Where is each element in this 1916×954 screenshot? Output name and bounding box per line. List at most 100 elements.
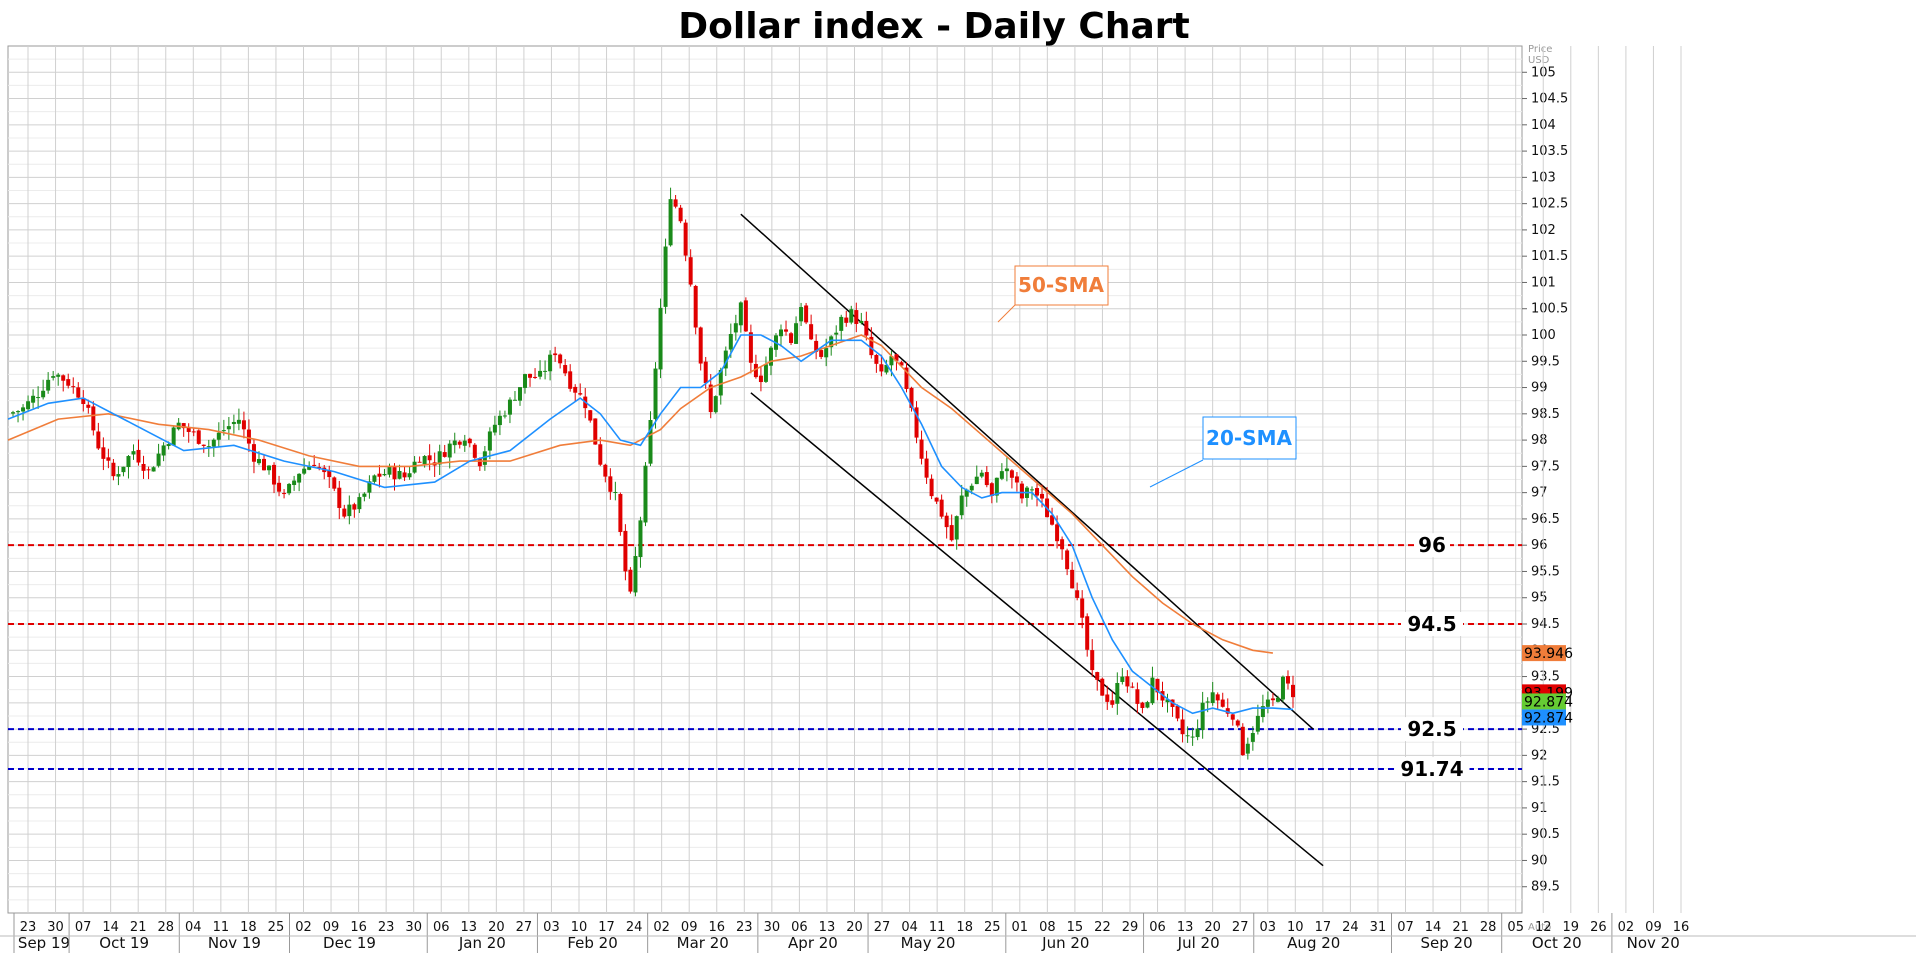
candle-body	[146, 469, 151, 471]
candle-body	[1235, 720, 1240, 726]
candle-body	[1275, 697, 1280, 702]
x-tick-label: 07	[1397, 920, 1414, 935]
x-tick-label: 15	[1067, 920, 1084, 935]
candle-body	[949, 525, 954, 541]
candle-body	[437, 451, 442, 465]
candle-body	[116, 474, 121, 477]
candle-body	[924, 458, 929, 478]
candle-body	[457, 441, 462, 445]
candle-body	[999, 471, 1004, 479]
candle-body	[307, 465, 312, 470]
level-label-bg	[1401, 612, 1463, 636]
x-tick-label: 03	[1259, 920, 1276, 935]
candle-body	[1200, 702, 1205, 730]
candle-body	[753, 363, 758, 378]
candle-body	[1135, 689, 1140, 704]
x-tick-label: 29	[1122, 920, 1139, 935]
sma50-callout-label: 50-SMA	[1018, 273, 1104, 297]
x-tick-label: 18	[956, 920, 973, 935]
candle-body	[969, 485, 974, 491]
candle-body	[723, 350, 728, 369]
candle-body	[1080, 598, 1085, 618]
candle-body	[1050, 515, 1055, 525]
candle-body	[111, 462, 116, 477]
candle-body	[462, 440, 467, 446]
x-tick-label: 18	[240, 920, 257, 935]
candle-body	[558, 354, 563, 364]
x-tick-label: 30	[764, 920, 781, 935]
candle-body	[894, 354, 899, 361]
x-tick-label: 06	[433, 920, 450, 935]
candle-body	[573, 386, 578, 393]
x-month-label: Oct 19	[99, 934, 149, 952]
candle-body	[633, 556, 638, 593]
candle-body	[979, 472, 984, 477]
x-month-label: May 20	[901, 934, 956, 952]
candle-body	[1265, 699, 1270, 707]
candle-body	[1035, 488, 1040, 496]
candle-body	[698, 327, 703, 364]
x-tick-label: 19	[1563, 920, 1580, 935]
candle-body	[76, 387, 81, 398]
candle-body	[618, 494, 623, 532]
candle-body	[944, 515, 949, 528]
candle-body	[864, 320, 869, 336]
x-tick-label: 04	[901, 920, 918, 935]
candle-body	[292, 480, 297, 486]
candle-body	[849, 309, 854, 323]
candle-body	[799, 307, 804, 322]
channel-line-lower	[750, 392, 1324, 867]
x-tick-label: 14	[1425, 920, 1442, 935]
candle-body	[377, 473, 382, 477]
x-month-label: Apr 20	[788, 934, 838, 952]
candle-body	[367, 481, 372, 493]
candle-body	[56, 374, 61, 377]
x-tick-label: 05	[1507, 920, 1524, 935]
candle-body	[768, 347, 773, 366]
candle-body	[814, 340, 819, 352]
candle-body	[693, 285, 698, 328]
candle-body	[834, 332, 839, 335]
x-tick-label: 01	[1012, 920, 1029, 935]
candle-body	[1225, 708, 1230, 714]
candle-body	[909, 387, 914, 408]
candle-body	[251, 444, 256, 462]
x-tick-label: 17	[598, 920, 615, 935]
candle-body	[819, 350, 824, 357]
x-tick-label: 06	[1149, 920, 1166, 935]
candle-body	[141, 463, 146, 471]
candle-body	[347, 504, 352, 517]
candle-body	[1009, 470, 1014, 478]
x-tick-label: 11	[213, 920, 230, 935]
level-label-bg	[1414, 533, 1450, 558]
candle-body	[277, 482, 282, 492]
candle-body	[191, 431, 196, 433]
candle-body	[523, 374, 528, 388]
x-tick-label: 16	[708, 920, 725, 935]
candle-body	[859, 320, 864, 323]
candle-body	[1100, 678, 1105, 696]
candle-body	[1040, 493, 1045, 499]
candle-body	[1280, 676, 1285, 700]
y-tick-label: 91.5	[1531, 775, 1560, 790]
candle-body	[272, 464, 277, 485]
candle-body	[628, 569, 633, 592]
y-tick-label: 90	[1531, 853, 1548, 868]
candle-body	[1285, 676, 1290, 684]
candle-body	[563, 365, 568, 374]
candle-body	[603, 464, 608, 477]
candle-body	[758, 375, 763, 383]
chart-title: Dollar index - Daily Chart	[678, 6, 1190, 47]
candle-body	[989, 483, 994, 497]
candle-body	[593, 418, 598, 445]
candle-body	[884, 364, 889, 373]
x-tick-label: 13	[461, 920, 478, 935]
x-tick-label: 02	[1618, 920, 1635, 935]
candle-body	[46, 379, 51, 391]
candle-body	[889, 356, 894, 366]
x-tick-label: 13	[819, 920, 836, 935]
x-tick-label: 27	[874, 920, 891, 935]
candle-body	[256, 459, 261, 464]
candle-body	[874, 354, 879, 364]
